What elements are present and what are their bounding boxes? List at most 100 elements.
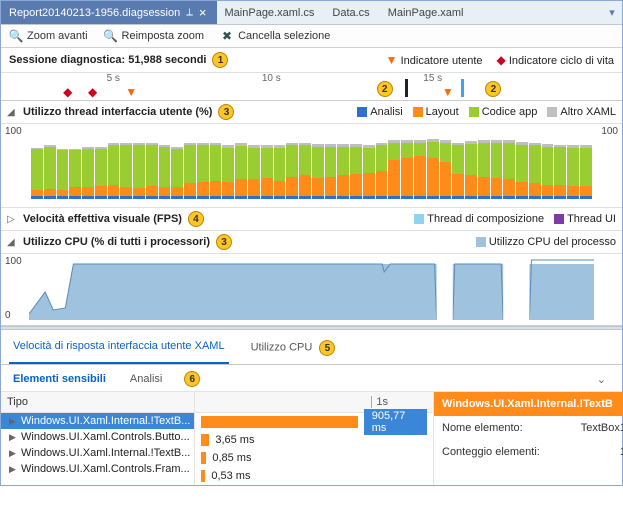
stacked-bar	[95, 147, 107, 199]
column-header-type[interactable]: Tipo	[1, 392, 194, 413]
stacked-bar	[325, 144, 337, 199]
expand-arrow-icon[interactable]: ▶	[9, 448, 17, 459]
tab-mainpage-cs[interactable]: MainPage.xaml.cs	[217, 1, 325, 24]
properties-header: Windows.UI.Xaml.Internal.!TextB	[434, 392, 623, 416]
section-title: Utilizzo CPU (% di tutti i processori)	[23, 236, 210, 248]
zoom-reset-button[interactable]: 🔍 Reimposta zoom	[104, 29, 205, 43]
legend-item: Thread UI	[554, 213, 616, 225]
duration-label: 3,65 ms	[215, 434, 254, 446]
stacked-bar	[529, 143, 541, 199]
stacked-bar	[427, 139, 439, 199]
tab-xaml-responsiveness[interactable]: Velocità di risposta interfaccia utente …	[9, 336, 229, 364]
stacked-bar	[478, 140, 490, 199]
stacked-bar	[401, 140, 413, 199]
tab-data-cs[interactable]: Data.cs	[324, 1, 379, 24]
lifecycle-marker-icon[interactable]: ◆	[63, 85, 72, 99]
zoom-in-button[interactable]: 🔍 Zoom avanti	[9, 29, 88, 43]
y-label-top-right: 100	[601, 126, 618, 137]
collapse-icon[interactable]: ⌄	[597, 373, 612, 386]
table-row[interactable]: ▶ Windows.UI.Xaml.Controls.Fram...	[1, 461, 194, 477]
legend-lifecycle-marker: ◆ Indicatore ciclo di vita	[497, 53, 614, 67]
y-label-bottom: 0	[5, 310, 11, 321]
stacked-bar	[516, 142, 528, 199]
stacked-bar	[261, 145, 273, 199]
section-fps: ▷ Velocità effettiva visuale (FPS) 4 Thr…	[1, 208, 622, 231]
timeline-ruler[interactable]: 5 s10 s15 s◆◆▼▼22	[1, 73, 622, 101]
callout-badge-3b: 3	[216, 234, 232, 250]
subtab-hot-elements[interactable]: Elementi sensibili	[11, 371, 108, 387]
table-row[interactable]: ▶ Windows.UI.Xaml.Internal.!TextB...	[1, 413, 194, 429]
expander-icon[interactable]: ◢	[7, 107, 17, 118]
zoom-reset-icon: 🔍	[104, 29, 118, 43]
callout-badge-3a: 3	[218, 104, 234, 120]
timing-bar-row[interactable]: 0,53 ms	[195, 467, 433, 485]
duration-label: 0,85 ms	[212, 452, 251, 464]
expander-icon[interactable]: ▷	[7, 214, 17, 225]
table-row[interactable]: ▶ Windows.UI.Xaml.Controls.Butto...	[1, 429, 194, 445]
stacked-bar	[452, 143, 464, 199]
type-tree: Tipo ▶ Windows.UI.Xaml.Internal.!TextB...…	[1, 392, 195, 485]
pin-icon[interactable]: ⟂	[186, 7, 193, 18]
stacked-bar	[235, 143, 247, 199]
tab-cpu-usage[interactable]: Utilizzo CPU 5	[247, 336, 340, 364]
stacked-bar	[414, 140, 426, 199]
expand-arrow-icon[interactable]: ▶	[9, 464, 17, 475]
stacked-bar	[197, 143, 209, 199]
timing-bar-row[interactable]: 905,77 ms	[195, 413, 433, 431]
callout-badge-2: 2	[485, 81, 501, 97]
clear-selection-button[interactable]: ✖ Cancella selezione	[220, 29, 330, 43]
legend-cpu: Utilizzo CPU del processo	[476, 236, 616, 248]
property-row: Nome elemento:TextBox1	[434, 416, 623, 440]
callout-badge-6: 6	[184, 371, 200, 387]
close-icon[interactable]: ×	[199, 5, 207, 20]
stacked-bar	[210, 143, 222, 199]
table-row[interactable]: ▶Windows.UI.Xaml.Internal.!TextB...	[1, 445, 194, 461]
type-name: Windows.UI.Xaml.Internal.!TextB...	[21, 415, 190, 427]
lifecycle-marker-icon[interactable]: ◆	[88, 85, 97, 99]
subtab-strip: Elementi sensibili Analisi 6 ⌄	[1, 365, 622, 391]
stacked-bar	[363, 145, 375, 199]
stacked-bar	[567, 145, 579, 199]
diamond-icon: ◆	[497, 53, 506, 67]
detail-panel: Tipo ▶ Windows.UI.Xaml.Internal.!TextB...…	[1, 391, 622, 485]
tab-mainpage-xaml[interactable]: MainPage.xaml	[380, 1, 474, 24]
timing-bar-row[interactable]: 0,85 ms	[195, 449, 433, 467]
lower-tabstrip: Velocità di risposta interfaccia utente …	[1, 330, 622, 365]
stacked-bar	[82, 147, 94, 199]
property-value: TextBox1	[581, 422, 623, 434]
stacked-bar	[286, 143, 298, 199]
activation-marker	[461, 79, 464, 97]
stacked-bar	[503, 140, 515, 199]
section-cpu: ◢ Utilizzo CPU (% di tutti i processori)…	[1, 231, 622, 254]
tab-label: Report20140213-1956.diagsession	[9, 7, 180, 19]
expander-icon[interactable]: ◢	[7, 237, 17, 248]
stacked-bar	[440, 140, 452, 199]
zoom-in-icon: 🔍	[9, 29, 23, 43]
expand-arrow-icon[interactable]: ▶	[9, 416, 17, 427]
tab-overflow-icon[interactable]: ▾	[602, 1, 622, 24]
legend-item: Thread di composizione	[414, 213, 544, 225]
stacked-bar	[465, 141, 477, 199]
document-tabstrip: Report20140213-1956.diagsession ⟂ × Main…	[1, 1, 622, 25]
clear-selection-icon: ✖	[220, 29, 234, 43]
type-name: Windows.UI.Xaml.Controls.Butto...	[21, 431, 190, 443]
cpu-chart[interactable]: 100 0	[1, 254, 622, 326]
ui-thread-chart[interactable]: 100 100	[1, 124, 622, 208]
user-marker-icon[interactable]: ▼	[442, 85, 454, 99]
section-ui-thread: ◢ Utilizzo thread interfaccia utente (%)…	[1, 101, 622, 124]
tab-active-diagsession[interactable]: Report20140213-1956.diagsession ⟂ ×	[1, 1, 217, 24]
stacked-bar	[57, 149, 69, 199]
stacked-bar	[580, 145, 592, 199]
stacked-bar	[159, 145, 171, 199]
stacked-bar	[133, 143, 145, 199]
subtab-parsing[interactable]: Analisi	[128, 371, 164, 387]
stacked-bar	[299, 143, 311, 199]
callout-badge-1: 1	[212, 52, 228, 68]
legend-item: Layout	[413, 106, 459, 118]
expand-arrow-icon[interactable]: ▶	[9, 432, 17, 443]
user-marker-icon[interactable]: ▼	[125, 85, 137, 99]
callout-badge-5: 5	[319, 340, 335, 356]
activation-marker	[405, 79, 408, 97]
stacked-bar	[171, 147, 183, 199]
type-name: Windows.UI.Xaml.Controls.Fram...	[21, 463, 190, 475]
